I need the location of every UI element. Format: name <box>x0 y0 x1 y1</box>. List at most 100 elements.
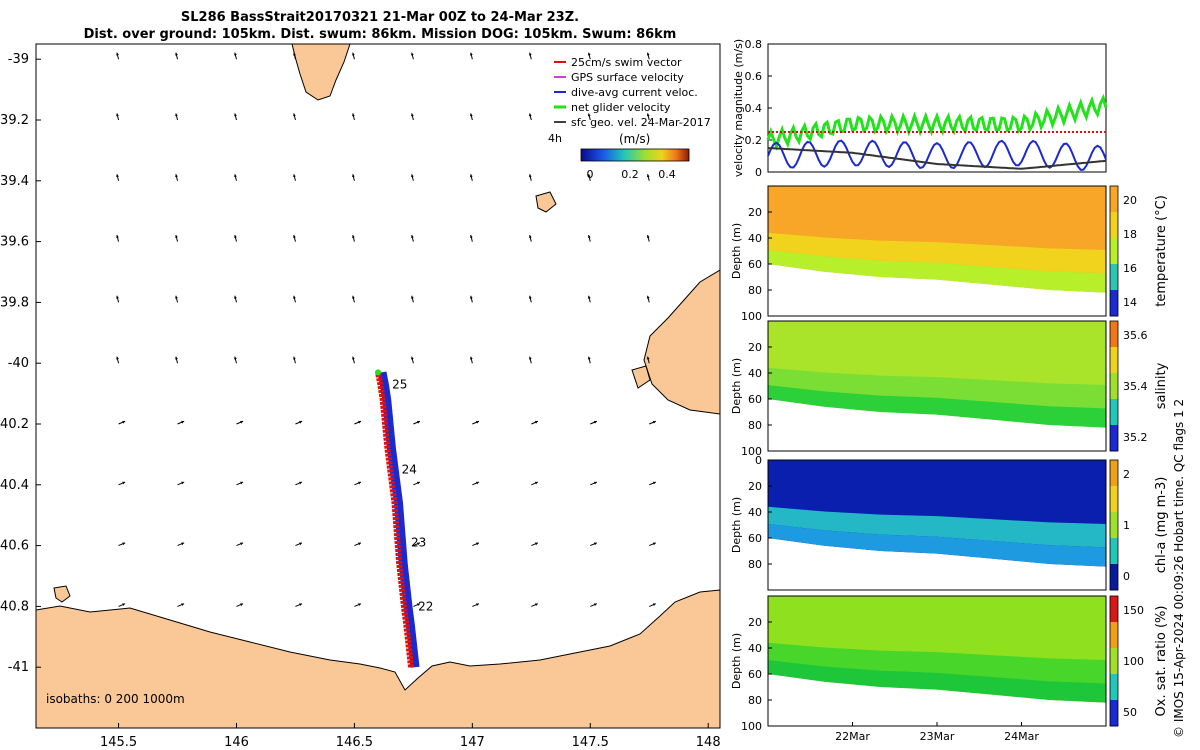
section-ylabel: Depth (m) <box>730 223 743 279</box>
chart-title-line2: Dist. over ground: 105km. Dist. swum: 86… <box>83 27 677 42</box>
geo-vector-head <box>587 52 591 56</box>
geo-vector-head <box>122 603 126 606</box>
geo-vector-head <box>122 542 126 546</box>
section-fill-deep <box>768 523 1106 567</box>
section-colorbar-tick: 0 <box>1123 570 1130 583</box>
geo-vector-head <box>528 356 532 360</box>
section-ytick-label: 60 <box>748 393 762 406</box>
geo-vector-head <box>234 356 237 360</box>
section-ytick-label: 20 <box>748 206 762 219</box>
section-frame-outline <box>767 185 1107 317</box>
section-ytick-label: 80 <box>748 694 762 707</box>
section-colorbar-segment <box>1110 538 1118 565</box>
section-ytick-label: 100 <box>741 720 762 733</box>
geo-vector-head <box>528 113 532 117</box>
velocity-ylabel: velocity magnitude (m/s) <box>732 39 745 177</box>
section-ylabel: Depth (m) <box>730 497 743 553</box>
geo-vector-head <box>416 420 420 424</box>
geo-vector-head <box>469 235 473 238</box>
section-frame-outline <box>767 459 1107 591</box>
section-ytick-label: 40 <box>748 506 762 519</box>
velocity-ytick-label: 0.4 <box>745 102 763 115</box>
geo-vector-head <box>293 295 296 299</box>
geo-vector-head <box>181 603 185 606</box>
geo-vector-head <box>234 113 237 117</box>
geo-vector-head <box>410 295 414 299</box>
section-colorbar-tick: 16 <box>1123 262 1137 275</box>
track-day-label: 22 <box>418 599 433 613</box>
geo-vector-head <box>416 542 420 546</box>
map-xtick-label: 147.5 <box>572 735 609 750</box>
geo-vector-head <box>593 420 597 424</box>
geo-vector-head <box>116 174 119 178</box>
section-xtick-label: 22Mar <box>835 730 870 743</box>
geo-vector-head <box>116 235 119 238</box>
map-axes: 145.5 146 146.5 147 147.5 148 -39 39.2 39.4 39.6 3… <box>0 52 721 750</box>
geo-vector-head <box>646 235 650 238</box>
geo-vector-head <box>175 295 178 299</box>
map-ytick-label: 39.8 <box>0 295 29 310</box>
section-fill-deep <box>768 249 1106 293</box>
geo-vector-head <box>352 356 355 360</box>
velocity-ytick-label: 0 <box>755 166 762 179</box>
glider-track: 25 24 23 22 <box>375 369 433 668</box>
geo-vector-head <box>234 235 237 238</box>
velocity-ytick-label: 0.8 <box>745 38 763 51</box>
land-wilsons-prom <box>291 44 351 101</box>
geo-vector-head <box>116 356 119 360</box>
section-xtick-label: 23Mar <box>920 730 955 743</box>
section-colorbar-tick: 35.2 <box>1123 431 1148 444</box>
map-ytick-label: -39 <box>8 52 29 67</box>
geo-vector-head <box>528 52 532 56</box>
section-ytick-label: 60 <box>748 532 762 545</box>
section-fill-deep <box>768 384 1106 428</box>
section-ylabel: Depth (m) <box>730 358 743 414</box>
geo-vector-head <box>240 481 244 485</box>
geo-vector-head <box>175 356 178 360</box>
legend-label-dive: dive-avg current veloc. <box>571 86 698 99</box>
section-colorbar-segment <box>1110 290 1118 317</box>
geo-vector-head <box>352 52 355 56</box>
geo-vector-head <box>475 603 479 606</box>
velocity-series <box>766 93 1108 171</box>
geo-vector-head <box>416 603 420 606</box>
section-ytick-label: 60 <box>748 668 762 681</box>
geo-vector-head <box>469 174 473 178</box>
geo-velocity-vectors <box>116 52 657 607</box>
legend-label-swim: 25cm/s swim vector <box>571 56 682 69</box>
chart-title-line1: SL286 BassStrait20170321 21-Mar 00Z to 2… <box>180 10 580 25</box>
geo-vector-head <box>469 295 473 299</box>
map-xtick-label: 146.5 <box>336 735 373 750</box>
section-panel-0: 20 40 60 80 100 Depth (m) 20 18 16 14 temperature … <box>730 185 1169 323</box>
geo-vector-head <box>652 420 656 424</box>
map-xtick-label: 148 <box>696 735 721 750</box>
section-colorbar-segment <box>1110 674 1118 701</box>
velocity-axes: 0 0.2 0.4 0.6 0.8 <box>745 38 772 179</box>
geo-vector-head <box>646 174 650 178</box>
map-ytick-label: -40 <box>8 356 29 371</box>
section-ytick-label: 40 <box>748 642 762 655</box>
section-colorbar-segment <box>1110 373 1118 400</box>
geo-vector-head <box>475 420 479 424</box>
geo-vector-head <box>469 52 473 56</box>
geo-vector-head <box>234 174 237 178</box>
track-swim-vectors <box>375 371 415 668</box>
geo-vector-head <box>646 356 650 360</box>
map-ytick-label: -41 <box>8 660 29 675</box>
geo-vector-head <box>116 295 119 299</box>
geo-vector-head <box>299 603 303 606</box>
isobath-label: isobaths: 0 200 1000m <box>46 692 185 706</box>
section-ylabel: Depth (m) <box>730 633 743 689</box>
section-colorbar-segment <box>1110 486 1118 513</box>
section-colorbar-segment <box>1110 425 1118 452</box>
section-colorbar-frame <box>1109 185 1119 317</box>
geo-vector-head <box>240 603 244 606</box>
geo-vector-head <box>646 113 650 117</box>
geo-vector-head <box>587 113 591 117</box>
section-colorbar-segment <box>1110 648 1118 675</box>
geo-vector-head <box>469 356 473 360</box>
geo-vector-head <box>587 356 591 360</box>
map-ytick-label: 40.2 <box>0 417 29 432</box>
